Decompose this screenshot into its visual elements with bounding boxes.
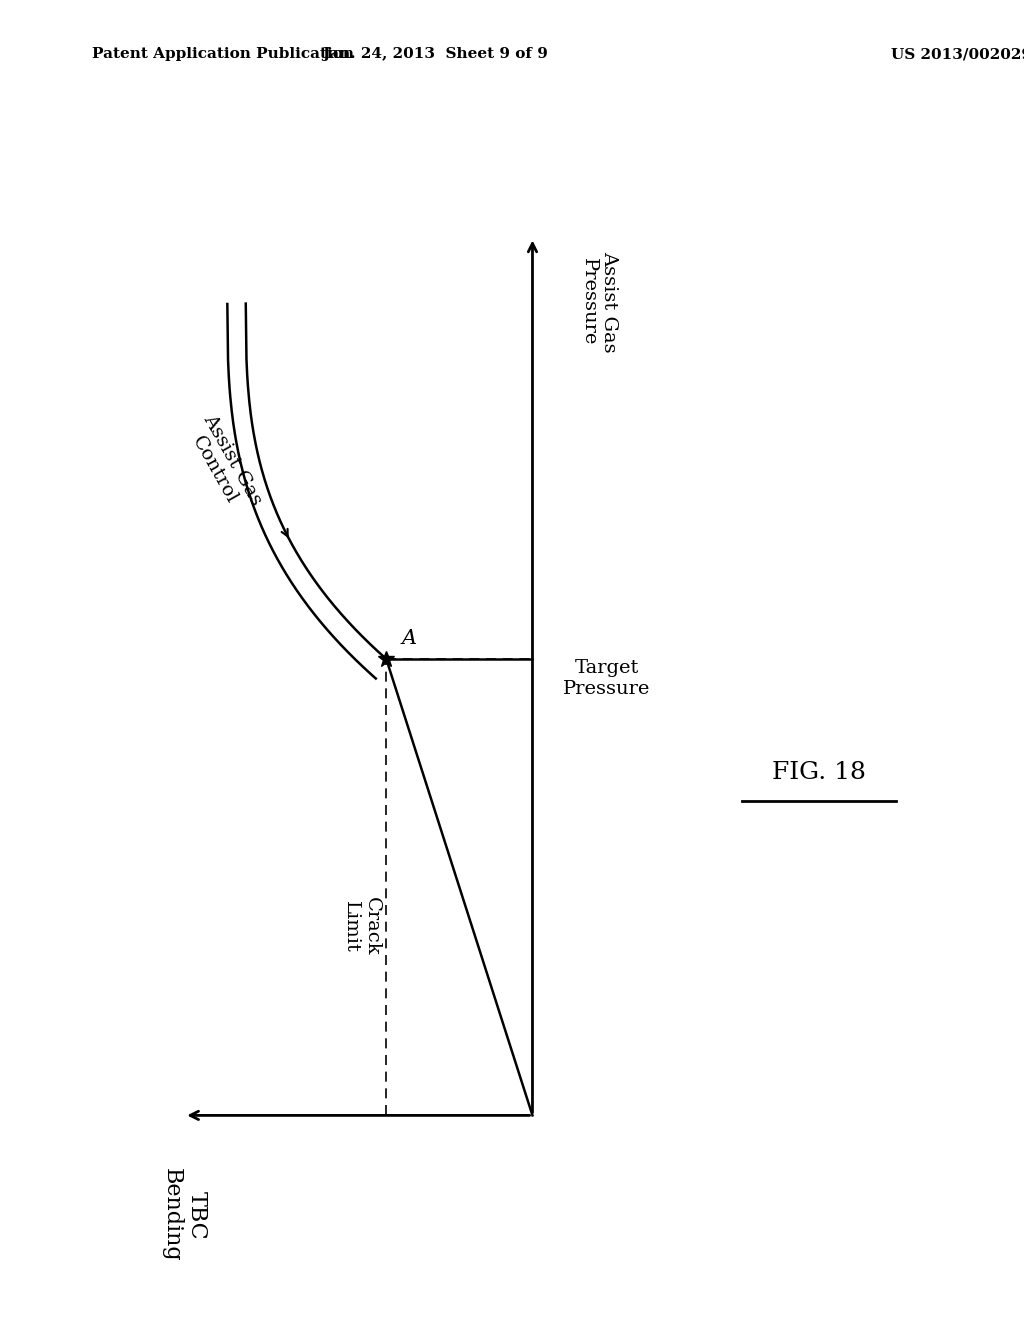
Text: Assist Gas
Pressure: Assist Gas Pressure (580, 251, 618, 352)
Text: Target
Pressure: Target Pressure (563, 660, 650, 698)
Text: A: A (401, 630, 417, 648)
Text: FIG. 18: FIG. 18 (772, 760, 866, 784)
Text: Jan. 24, 2013  Sheet 9 of 9: Jan. 24, 2013 Sheet 9 of 9 (323, 48, 548, 61)
Text: TBC
Bending: TBC Bending (161, 1168, 208, 1262)
Text: US 2013/0020291 A1: US 2013/0020291 A1 (891, 48, 1024, 61)
Text: Assist Gas
Control: Assist Gas Control (182, 412, 265, 519)
Text: Patent Application Publication: Patent Application Publication (92, 48, 354, 61)
Text: Crack
Limit: Crack Limit (342, 898, 381, 956)
